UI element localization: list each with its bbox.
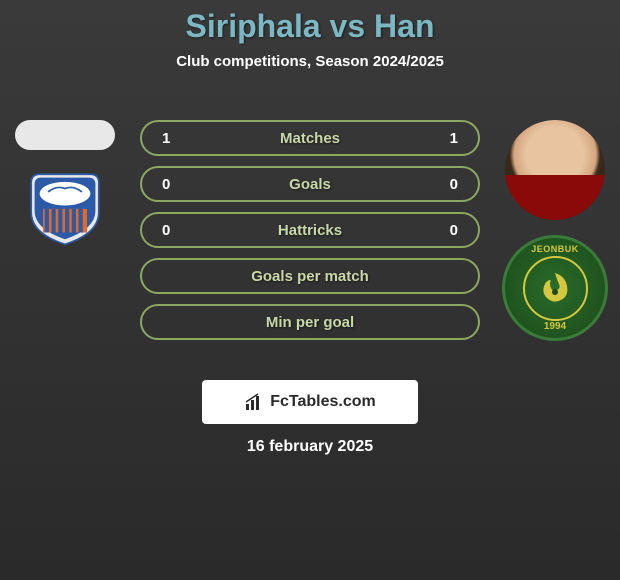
- player-left-avatar: [15, 120, 115, 150]
- player-left-club-logo: [15, 165, 115, 251]
- page-title: Siriphala vs Han: [0, 0, 620, 45]
- badge-text: FcTables.com: [270, 393, 376, 411]
- player-right-panel: JEONBUK 1994: [500, 120, 610, 341]
- stat-label: Matches: [280, 130, 340, 147]
- stat-right-value: 0: [450, 222, 458, 239]
- bar-chart-icon: [244, 392, 264, 412]
- stat-right-value: 1: [450, 130, 458, 147]
- stat-left-value: 0: [162, 222, 170, 239]
- club-inner-circle: [523, 256, 588, 321]
- player-right-avatar: [505, 120, 605, 220]
- stat-label: Goals per match: [251, 268, 369, 285]
- shield-icon: [22, 170, 108, 246]
- player-left-panel: [10, 120, 120, 251]
- club-name-text: JEONBUK: [531, 244, 579, 254]
- club-year-text: 1994: [544, 321, 566, 332]
- stat-row-goals: 0 Goals 0: [140, 166, 480, 202]
- stat-left-value: 1: [162, 130, 170, 147]
- stat-row-goals-per-match: Goals per match: [140, 258, 480, 294]
- stat-label: Goals: [289, 176, 331, 193]
- date-text: 16 february 2025: [247, 438, 373, 456]
- stat-row-min-per-goal: Min per goal: [140, 304, 480, 340]
- stat-label: Hattricks: [278, 222, 342, 239]
- stat-left-value: 0: [162, 176, 170, 193]
- stat-label: Min per goal: [266, 314, 354, 331]
- stat-row-matches: 1 Matches 1: [140, 120, 480, 156]
- dragon-icon: [535, 268, 575, 308]
- player-right-club-logo: JEONBUK 1994: [502, 235, 608, 341]
- stat-right-value: 0: [450, 176, 458, 193]
- fctables-badge[interactable]: FcTables.com: [202, 380, 418, 424]
- page-subtitle: Club competitions, Season 2024/2025: [0, 53, 620, 70]
- stats-container: 1 Matches 1 0 Goals 0 0 Hattricks 0 Goal…: [140, 120, 480, 350]
- stat-row-hattricks: 0 Hattricks 0: [140, 212, 480, 248]
